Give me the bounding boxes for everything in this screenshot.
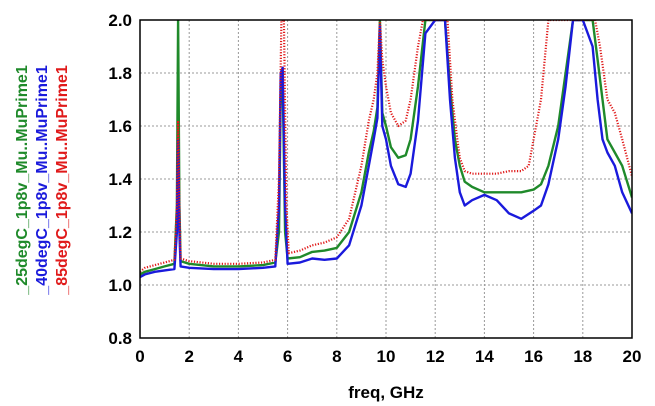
legend-entry: _25degC_1p8v_Mu..MuPrime1 — [14, 65, 31, 296]
legend-entry: _40degC_1p8v_Mu..MuPrime1 — [34, 65, 51, 296]
legend: _25degC_1p8v_Mu..MuPrime1 _40degC_1p8v_Mu… — [14, 65, 71, 296]
x-tick-label: 20 — [623, 347, 642, 366]
legend-entry: _85degC_1p8v_Mu..MuPrime1 — [54, 65, 71, 296]
y-tick-label: 2.0 — [108, 11, 132, 30]
x-tick-label: 10 — [377, 347, 396, 366]
series-line-0 — [140, 20, 632, 276]
grid — [139, 19, 633, 339]
series-line-1 — [140, 20, 632, 279]
y-tick-label: 1.2 — [108, 223, 132, 242]
y-tick-label: 0.8 — [108, 329, 132, 348]
x-tick-label: 0 — [135, 347, 144, 366]
y-tick-label: 1.0 — [108, 276, 132, 295]
y-tick-label: 1.4 — [108, 170, 132, 189]
x-tick-label: 6 — [283, 347, 292, 366]
y-tick-labels: 0.8 1.0 1.2 1.4 1.6 1.8 2.0 — [108, 11, 132, 348]
x-axis-title: freq, GHz — [348, 383, 424, 402]
y-tick-label: 1.8 — [108, 64, 132, 83]
x-tick-label: 14 — [475, 347, 494, 366]
x-tick-label: 12 — [426, 347, 445, 366]
plot-frame — [139, 19, 633, 339]
x-tick-label: 8 — [332, 347, 341, 366]
x-tick-label: 16 — [524, 347, 543, 366]
x-tick-label: 2 — [184, 347, 193, 366]
y-tick-label: 1.6 — [108, 117, 132, 136]
x-tick-label: 4 — [234, 347, 244, 366]
series-group — [140, 20, 632, 279]
x-tick-label: 18 — [573, 347, 592, 366]
x-tick-labels: 0 2 4 6 8 10 12 14 16 18 20 — [135, 347, 641, 366]
series-line-2 — [140, 20, 632, 273]
